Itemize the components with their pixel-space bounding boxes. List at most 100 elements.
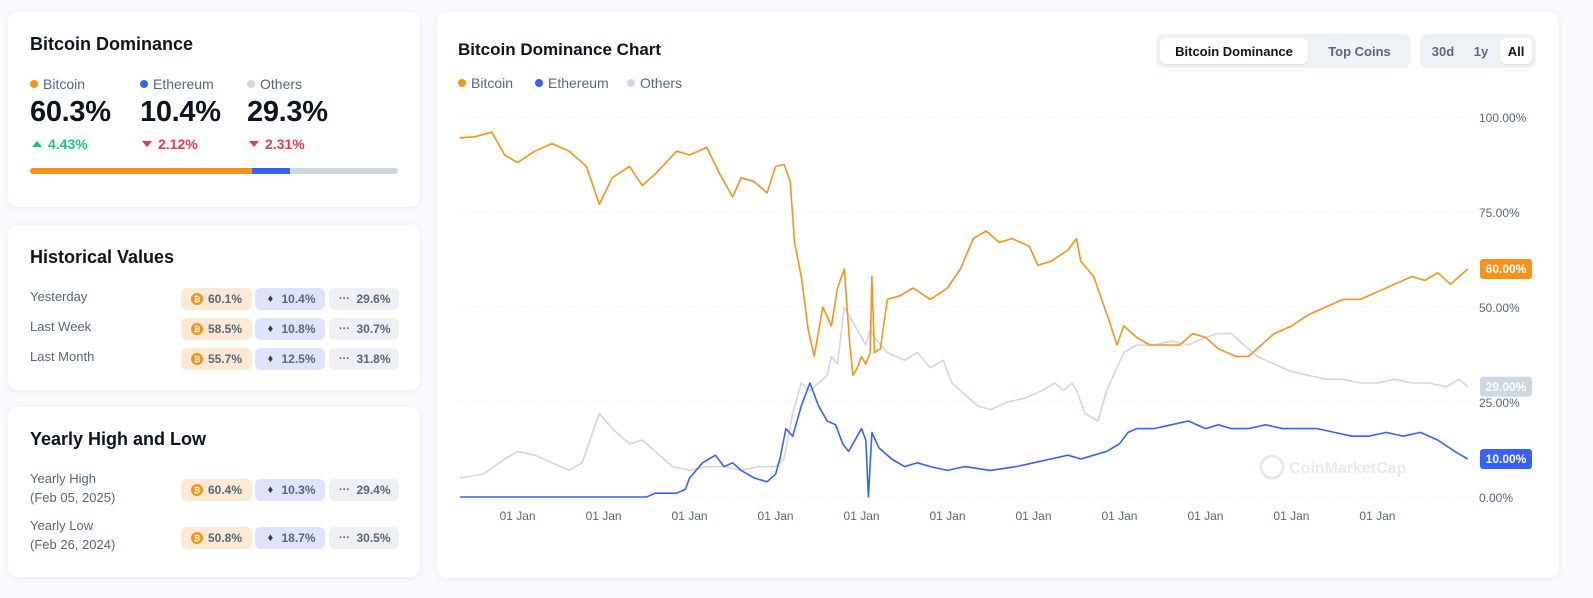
others-dominance-value: 29.3% (247, 96, 328, 128)
dominance-line-chart[interactable]: CoinMarketCap 01 Jan 01 Jan 01 Jan 01 Jan 01… (437, 12, 1559, 578)
y-axis: 0.00% 25.00% 50.00% 75.00% 100.00% (1479, 111, 1527, 505)
yearly-others-value: 29.4% (356, 483, 391, 497)
coinmarketcap-logo-icon (1259, 454, 1285, 480)
historical-values-card: Historical Values Yesterday ₿ 60.1% ♦ 10.4… (8, 225, 420, 390)
ethereum-icon: ♦ (267, 293, 274, 305)
ethereum-icon: ♦ (267, 353, 274, 365)
history-others-value: 31.8% (356, 352, 391, 366)
ellipsis-icon: ··· (338, 484, 350, 496)
range-1y-button[interactable]: 1y (1473, 43, 1489, 59)
x-tick-label: 01 Jan (758, 509, 794, 523)
chart-legend-label: Others (640, 75, 683, 91)
bitcoin-icon: ₿ (190, 484, 203, 496)
dominance-bar (30, 168, 398, 174)
history-others-value: 29.6% (356, 292, 391, 306)
x-axis: 01 Jan 01 Jan 01 Jan 01 Jan 01 Jan 01 Jan 01 J… (500, 509, 1396, 523)
yearly-title: Yearly High and Low (30, 429, 207, 449)
ethereum-dominance-value: 10.4% (140, 96, 221, 128)
others-bar-segment (290, 168, 398, 174)
legend-others-label: Others (260, 76, 303, 92)
history-row-label: Last Month (30, 349, 95, 364)
yearly-eth-value: 10.3% (281, 483, 316, 497)
x-tick-label: 01 Jan (1015, 509, 1051, 523)
ellipsis-icon: ··· (338, 293, 350, 305)
bitcoin-end-label: 60.00% (1486, 262, 1527, 276)
yearly-high-label: Yearly High (Feb 05, 2025) (30, 469, 115, 507)
history-eth-value: 10.8% (281, 322, 316, 336)
ethereum-icon: ♦ (267, 323, 274, 335)
bitcoin-dominance-value: 60.3% (30, 96, 111, 128)
legend-ethereum: Ethereum (140, 76, 214, 92)
tab-top-coins[interactable]: Top Coins (1328, 43, 1391, 59)
x-tick-label: 01 Jan (672, 509, 708, 523)
dominance-chart-card: Bitcoin Dominance Chart Bitcoin Ethereum… (437, 12, 1559, 578)
yearly-eth-value: 18.7% (281, 531, 316, 545)
chart-legend-others[interactable]: Others (627, 75, 682, 91)
ellipsis-icon: ··· (338, 532, 350, 544)
chart-title: Bitcoin Dominance Chart (458, 40, 662, 59)
history-eth-pill: ♦ 10.8% (255, 318, 325, 340)
history-others-pill: ··· 31.8% (329, 348, 399, 370)
caret-down-icon (142, 141, 152, 147)
history-eth-pill: ♦ 10.4% (255, 288, 325, 310)
yearly-high-text: Yearly High (30, 471, 97, 486)
x-tick-label: 01 Jan (1273, 509, 1309, 523)
others-end-label: 29.00% (1486, 380, 1527, 394)
x-tick-label: 01 Jan (1101, 509, 1137, 523)
history-eth-pill: ♦ 12.5% (255, 348, 325, 370)
chart-legend-label: Ethereum (548, 75, 609, 91)
yearly-eth-pill: ♦ 10.3% (255, 479, 325, 501)
historical-title: Historical Values (30, 247, 175, 267)
legend-bitcoin: Bitcoin (30, 76, 85, 92)
dominance-card: Bitcoin Dominance Bitcoin Ethereum Other… (8, 12, 420, 207)
bitcoin-icon: ₿ (190, 323, 203, 335)
x-tick-label: 01 Jan (1359, 509, 1395, 523)
bitcoin-icon: ₿ (190, 353, 203, 365)
bitcoin-icon: ₿ (190, 532, 203, 544)
ethereum-change-value: 2.12% (158, 136, 198, 152)
history-btc-value: 60.1% (207, 292, 243, 306)
ethereum-icon: ♦ (267, 484, 274, 496)
ellipsis-icon: ··· (338, 323, 350, 335)
bitcoin-change-value: 4.43% (48, 136, 88, 152)
bitcoin-end-badge (1480, 259, 1532, 279)
history-btc-pill: ₿ 60.1% (181, 288, 252, 310)
bitcoin-icon: ₿ (190, 293, 203, 305)
history-others-value: 30.7% (356, 322, 391, 336)
yearly-low-date: (Feb 26, 2024) (30, 537, 116, 552)
bitcoin-dot-icon (30, 80, 38, 88)
end-badges: 60.00% 10.00% 29.00% (1480, 259, 1532, 469)
y-tick-label: 75.00% (1479, 206, 1520, 220)
others-change-value: 2.31% (265, 136, 305, 152)
x-tick-label: 01 Jan (500, 509, 536, 523)
yearly-others-pill: ··· 29.4% (329, 479, 399, 501)
ethereum-change: 2.12% (142, 136, 198, 152)
others-dot-icon (627, 79, 635, 87)
ethereum-end-label: 10.00% (1486, 452, 1527, 466)
watermark-text: CoinMarketCap (1289, 460, 1407, 477)
ethereum-dot-icon (535, 79, 543, 87)
range-all-button[interactable]: All (1500, 38, 1532, 64)
view-toggle: Bitcoin Dominance Top Coins (1156, 34, 1411, 68)
x-tick-label: 01 Jan (929, 509, 965, 523)
ethereum-icon: ♦ (267, 532, 274, 544)
yearly-low-label: Yearly Low (Feb 26, 2024) (30, 516, 115, 554)
series-layer (459, 131, 1469, 498)
yearly-btc-pill: ₿ 60.4% (181, 479, 252, 501)
x-tick-label: 01 Jan (844, 509, 880, 523)
ethereum-bar-segment (251, 168, 291, 174)
x-tick-label: 01 Jan (586, 509, 622, 523)
yearly-btc-value: 60.4% (207, 483, 243, 497)
others-change: 2.31% (249, 136, 305, 152)
history-others-pill: ··· 29.6% (329, 288, 399, 310)
chart-legend-ethereum[interactable]: Ethereum (535, 75, 609, 91)
history-btc-pill: ₿ 55.7% (181, 348, 252, 370)
range-30d-button[interactable]: 30d (1431, 43, 1455, 59)
tab-bitcoin-dominance[interactable]: Bitcoin Dominance (1160, 38, 1308, 64)
range-toggle: 30d 1y All (1420, 34, 1536, 68)
yearly-others-value: 30.5% (356, 531, 391, 545)
history-eth-value: 10.4% (281, 292, 316, 306)
x-tick-label: 01 Jan (1187, 509, 1223, 523)
legend-ethereum-label: Ethereum (153, 76, 214, 92)
chart-legend-bitcoin[interactable]: Bitcoin (458, 75, 513, 91)
